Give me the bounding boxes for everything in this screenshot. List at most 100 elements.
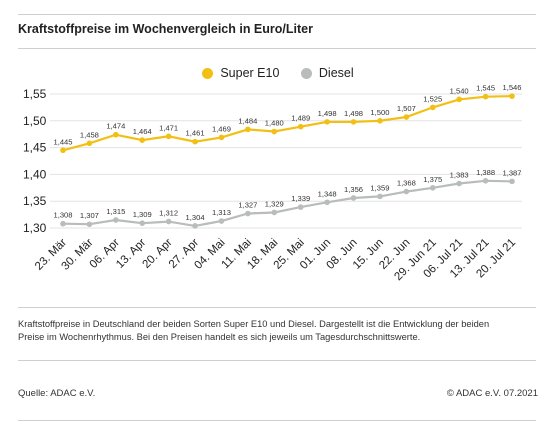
grid-lines: [50, 93, 522, 229]
data-point-super-e10: [324, 119, 330, 125]
data-label-diesel: 1,375: [423, 175, 442, 184]
note-rule: [18, 307, 536, 308]
data-point-diesel: [377, 193, 383, 200]
data-point-diesel: [60, 220, 66, 227]
data-label-diesel: 1,388: [476, 168, 495, 177]
y-tick-label: 1,40: [23, 167, 47, 181]
data-point-super-e10: [377, 118, 383, 124]
data-point-super-e10: [192, 138, 198, 145]
data-point-diesel: [218, 218, 225, 224]
data-point-super-e10: [165, 133, 172, 140]
data-label-super-e10: 1,507: [397, 104, 416, 113]
data-label-diesel: 1,339: [291, 194, 310, 203]
data-label-super-e10: 1,545: [476, 84, 495, 93]
data-label-diesel: 1,356: [344, 185, 363, 194]
chart-legend: Super E10 Diesel: [0, 66, 556, 82]
data-label-super-e10: 1,484: [238, 116, 257, 125]
data-label-super-e10: 1,469: [212, 124, 231, 133]
data-label-diesel: 1,309: [133, 210, 152, 219]
data-label-diesel: 1,383: [450, 171, 469, 180]
data-point-super-e10: [297, 123, 304, 130]
data-label-diesel: 1,304: [186, 213, 205, 222]
top-rule: [18, 14, 536, 15]
legend-marker-super-e10: [202, 67, 214, 79]
series-line-diesel: [62, 179, 513, 228]
data-label-super-e10: 1,464: [133, 127, 152, 136]
data-point-super-e10: [60, 147, 66, 154]
data-point-super-e10: [113, 131, 119, 138]
data-label-super-e10: 1,546: [502, 83, 521, 92]
data-label-diesel: 1,308: [53, 211, 72, 220]
data-point-diesel: [509, 178, 515, 185]
data-label-super-e10: 1,474: [106, 122, 125, 131]
data-label-super-e10: 1,498: [344, 109, 363, 118]
chart-note: Kraftstoffpreise in Deutschland der beid…: [18, 319, 490, 342]
data-point-super-e10: [403, 114, 410, 120]
data-point-diesel: [324, 199, 330, 206]
data-label-diesel: 1,312: [159, 209, 178, 218]
legend-item-super-e10: Super E10: [202, 66, 279, 80]
data-point-super-e10: [218, 134, 225, 141]
data-point-super-e10: [245, 126, 251, 133]
y-axis-ticks: 1,30 1,35 1,40 1,45 1,50 1,55: [23, 87, 47, 235]
data-label-super-e10: 1,489: [291, 114, 310, 123]
legend-marker-diesel: [300, 67, 312, 79]
legend-label-super-e10: Super E10: [220, 66, 280, 80]
data-label-super-e10: 1,500: [370, 108, 389, 117]
series-line-super-e10: [62, 95, 513, 152]
data-point-diesel: [403, 188, 410, 195]
data-point-super-e10: [456, 96, 462, 103]
data-point-diesel: [165, 218, 172, 225]
title-rule: [18, 48, 536, 49]
y-tick-label: 1,35: [23, 194, 47, 208]
data-point-diesel: [113, 217, 119, 223]
legend-item-diesel: Diesel: [300, 66, 354, 80]
data-point-diesel: [245, 210, 251, 217]
y-tick-label: 1,45: [23, 141, 47, 155]
y-tick-label: 1,55: [23, 87, 47, 101]
data-point-super-e10: [509, 93, 515, 99]
source-text: Quelle: ADAC e.V.: [18, 388, 96, 399]
data-label-diesel: 1,327: [238, 201, 257, 210]
data-label-super-e10: 1,540: [450, 86, 469, 95]
data-point-diesel: [192, 223, 198, 229]
data-point-super-e10: [86, 140, 93, 147]
series-lines: [62, 95, 513, 228]
data-point-super-e10: [429, 104, 436, 111]
data-point-super-e10: [139, 137, 146, 143]
data-label-super-e10: 1,471: [159, 123, 178, 132]
data-point-super-e10: [482, 93, 489, 100]
data-label-diesel: 1,307: [80, 211, 99, 220]
data-point-diesel: [297, 204, 304, 210]
data-point-diesel: [271, 209, 278, 216]
data-point-diesel: [139, 220, 146, 226]
series-points: [60, 93, 515, 229]
data-label-diesel: 1,315: [106, 207, 125, 216]
data-label-diesel: 1,368: [397, 179, 416, 188]
data-label-diesel: 1,313: [212, 208, 231, 217]
chart-title: Kraftstoffpreise im Wochenvergleich in E…: [18, 22, 313, 36]
data-label-super-e10: 1,498: [318, 109, 337, 118]
copyright-text: © ADAC e.V. 07.2021: [446, 388, 538, 399]
data-label-diesel: 1,348: [318, 189, 337, 198]
data-point-super-e10: [271, 128, 278, 135]
y-tick-label: 1,50: [23, 114, 47, 128]
note-bottom-rule: [18, 360, 536, 361]
data-label-diesel: 1,329: [265, 199, 284, 208]
data-label-super-e10: 1,480: [265, 119, 284, 128]
data-label-super-e10: 1,525: [423, 94, 442, 103]
data-label-super-e10: 1,445: [53, 137, 72, 146]
data-point-super-e10: [350, 119, 357, 125]
data-point-diesel: [456, 180, 462, 187]
data-point-diesel: [350, 195, 357, 201]
data-label-super-e10: 1,461: [186, 129, 205, 138]
data-label-diesel: 1,359: [370, 183, 389, 192]
bottom-rule: [18, 420, 536, 421]
data-label-diesel: 1,387: [502, 168, 521, 177]
data-point-diesel: [482, 178, 489, 184]
data-point-diesel: [86, 221, 93, 228]
legend-label-diesel: Diesel: [318, 66, 354, 80]
data-label-super-e10: 1,458: [80, 130, 99, 139]
